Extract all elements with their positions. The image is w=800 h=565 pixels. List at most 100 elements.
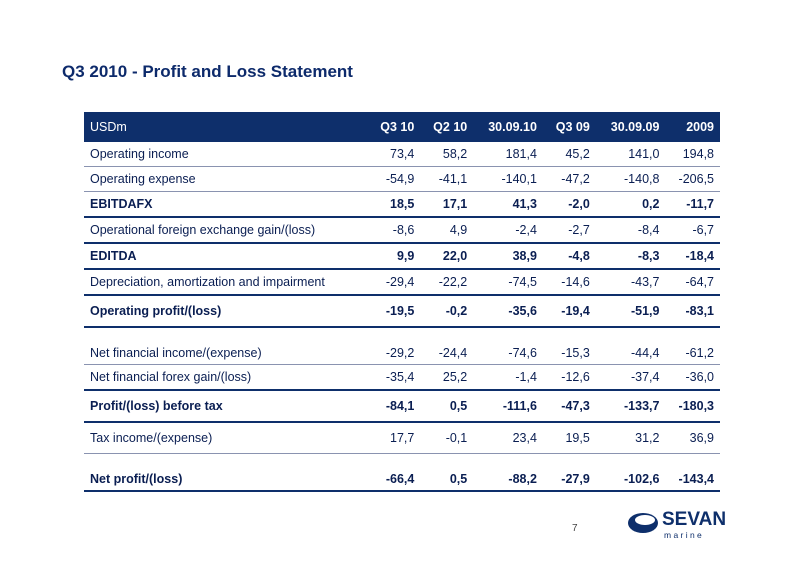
cell-value: -1,4 bbox=[473, 364, 543, 391]
cell-value: 36,9 bbox=[665, 422, 720, 454]
cell-value: 0,5 bbox=[420, 390, 474, 423]
cell-value: 18,5 bbox=[367, 191, 421, 218]
cell-value: -54,9 bbox=[367, 166, 421, 192]
row-label: Operating income bbox=[84, 142, 368, 167]
cell-value: -14,6 bbox=[542, 269, 596, 296]
table-row: Operational foreign exchange gain/(loss)… bbox=[84, 217, 720, 244]
cell-value: -29,4 bbox=[367, 269, 421, 296]
row-label: Net financial forex gain/(loss) bbox=[84, 364, 368, 391]
header-cell: 30.09.09 bbox=[595, 112, 666, 142]
cell-value: -74,6 bbox=[473, 327, 543, 365]
cell-value: -15,3 bbox=[542, 327, 596, 365]
page-title: Q3 2010 - Profit and Loss Statement bbox=[62, 62, 353, 81]
cell-value: -0,2 bbox=[420, 295, 474, 328]
row-label: EDITDA bbox=[84, 243, 368, 270]
cell-value: -37,4 bbox=[595, 364, 666, 391]
row-label: Profit/(loss) before tax bbox=[84, 390, 368, 423]
cell-value: -102,6 bbox=[595, 453, 666, 492]
cell-value: -66,4 bbox=[367, 453, 421, 492]
cell-value: 23,4 bbox=[473, 422, 543, 454]
table-row: Operating profit/(loss) -19,5 -0,2 -35,6… bbox=[84, 295, 720, 328]
cell-value: 22,0 bbox=[420, 243, 474, 270]
cell-value: 17,1 bbox=[420, 191, 474, 218]
cell-value: -140,1 bbox=[473, 166, 543, 192]
cell-value: -74,5 bbox=[473, 269, 543, 296]
row-label: Depreciation, amortization and impairmen… bbox=[84, 269, 368, 296]
cell-value: -19,5 bbox=[367, 295, 421, 328]
cell-value: -35,4 bbox=[367, 364, 421, 391]
table-row: EBITDAFX 18,5 17,1 41,3 -2,0 0,2 -11,7 bbox=[84, 191, 720, 218]
cell-value: -2,4 bbox=[473, 217, 543, 244]
profit-loss-table: USDm Q3 10 Q2 10 30.09.10 Q3 09 30.09.09… bbox=[84, 112, 720, 492]
cell-value: -180,3 bbox=[665, 390, 720, 423]
cell-value: -43,7 bbox=[595, 269, 666, 296]
table-row: Tax income/(expense) 17,7 -0,1 23,4 19,5… bbox=[84, 422, 720, 454]
cell-value: 9,9 bbox=[367, 243, 421, 270]
cell-value: -133,7 bbox=[595, 390, 666, 423]
cell-value: -111,6 bbox=[473, 390, 543, 423]
page-number: 7 bbox=[572, 523, 578, 534]
cell-value: 31,2 bbox=[595, 422, 666, 454]
cell-value: 38,9 bbox=[473, 243, 543, 270]
row-label: Operating expense bbox=[84, 166, 368, 192]
sevan-marine-logo: SEVAN m a r i n e bbox=[628, 509, 726, 540]
cell-value: -24,4 bbox=[420, 327, 474, 365]
cell-value: -29,2 bbox=[367, 327, 421, 365]
cell-value: -36,0 bbox=[665, 364, 720, 391]
row-label: Net financial income/(expense) bbox=[84, 327, 368, 365]
header-cell: 30.09.10 bbox=[473, 112, 543, 142]
cell-value: 58,2 bbox=[420, 142, 474, 167]
logo-subtitle: m a r i n e bbox=[664, 530, 702, 540]
cell-value: -2,0 bbox=[542, 191, 596, 218]
cell-value: 141,0 bbox=[595, 142, 666, 167]
cell-value: 45,2 bbox=[542, 142, 596, 167]
table-row: Operating expense -54,9 -41,1 -140,1 -47… bbox=[84, 166, 720, 192]
header-cell: 2009 bbox=[665, 112, 720, 142]
cell-value: 73,4 bbox=[367, 142, 421, 167]
cell-value: 17,7 bbox=[367, 422, 421, 454]
cell-value: 25,2 bbox=[420, 364, 474, 391]
cell-value: -8,6 bbox=[367, 217, 421, 244]
row-label: Net profit/(loss) bbox=[84, 453, 368, 492]
cell-value: -51,9 bbox=[595, 295, 666, 328]
cell-value: -140,8 bbox=[595, 166, 666, 192]
table-row: Operating income 73,4 58,2 181,4 45,2 14… bbox=[84, 142, 720, 167]
cell-value: 19,5 bbox=[542, 422, 596, 454]
cell-value: -41,1 bbox=[420, 166, 474, 192]
table-row: Net profit/(loss) -66,4 0,5 -88,2 -27,9 … bbox=[84, 453, 720, 492]
cell-value: -35,6 bbox=[473, 295, 543, 328]
cell-value: -19,4 bbox=[542, 295, 596, 328]
table-row: EDITDA 9,9 22,0 38,9 -4,8 -8,3 -18,4 bbox=[84, 243, 720, 270]
cell-value: 0,5 bbox=[420, 453, 474, 492]
table-row: Depreciation, amortization and impairmen… bbox=[84, 269, 720, 296]
cell-value: -2,7 bbox=[542, 217, 596, 244]
row-label: Operational foreign exchange gain/(loss) bbox=[84, 217, 368, 244]
row-label: Tax income/(expense) bbox=[84, 422, 368, 454]
header-cell: USDm bbox=[84, 112, 368, 142]
cell-value: -83,1 bbox=[665, 295, 720, 328]
cell-value: -6,7 bbox=[665, 217, 720, 244]
cell-value: -22,2 bbox=[420, 269, 474, 296]
table-row: Net financial forex gain/(loss) -35,4 25… bbox=[84, 364, 720, 391]
row-label: EBITDAFX bbox=[84, 191, 368, 218]
cell-value: -143,4 bbox=[665, 453, 720, 492]
cell-value: -27,9 bbox=[542, 453, 596, 492]
cell-value: 41,3 bbox=[473, 191, 543, 218]
cell-value: -64,7 bbox=[665, 269, 720, 296]
cell-value: 4,9 bbox=[420, 217, 474, 244]
cell-value: -11,7 bbox=[665, 191, 720, 218]
cell-value: -4,8 bbox=[542, 243, 596, 270]
cell-value: -0,1 bbox=[420, 422, 474, 454]
cell-value: -44,4 bbox=[595, 327, 666, 365]
header-cell: Q3 10 bbox=[367, 112, 421, 142]
cell-value: 181,4 bbox=[473, 142, 543, 167]
logo-wave-icon bbox=[635, 515, 655, 525]
logo-wordmark: SEVAN bbox=[662, 509, 726, 530]
cell-value: -206,5 bbox=[665, 166, 720, 192]
cell-value: 0,2 bbox=[595, 191, 666, 218]
table-header-row: USDm Q3 10 Q2 10 30.09.10 Q3 09 30.09.09… bbox=[84, 112, 720, 142]
cell-value: -8,3 bbox=[595, 243, 666, 270]
cell-value: -47,2 bbox=[542, 166, 596, 192]
cell-value: -12,6 bbox=[542, 364, 596, 391]
cell-value: -47,3 bbox=[542, 390, 596, 423]
